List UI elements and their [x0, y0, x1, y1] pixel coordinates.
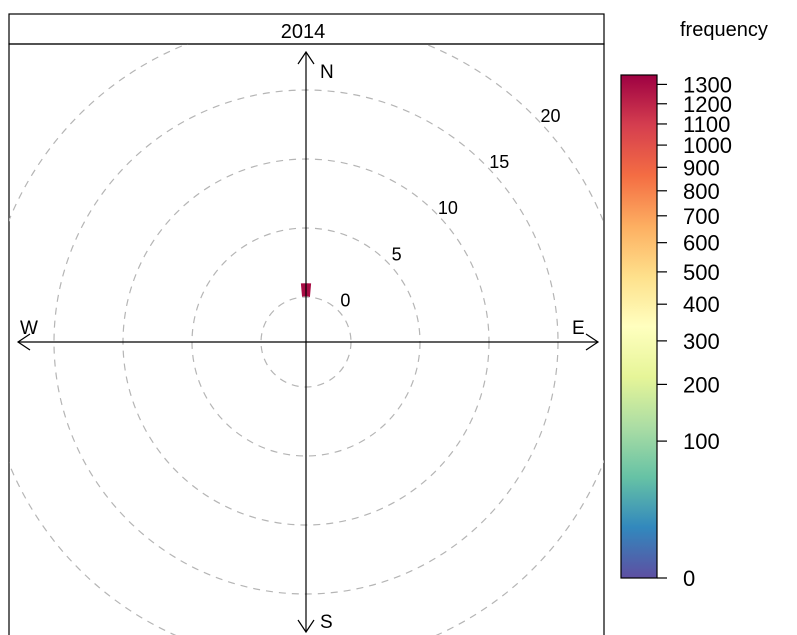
- west-arrow: [16, 333, 31, 351]
- colorbar-tick-label: 200: [683, 372, 720, 397]
- colorbar-tick-label: 400: [683, 292, 720, 317]
- radial-tick-label: 15: [489, 152, 509, 172]
- compass-label-north: N: [320, 62, 334, 83]
- radial-tick-label: 10: [438, 198, 458, 218]
- panel-frame: [8, 43, 605, 635]
- panel-title: 2014: [281, 21, 326, 43]
- radial-tick-label: 20: [540, 106, 560, 126]
- north-arrow: [297, 50, 315, 65]
- radial-grid-circle: [9, 44, 604, 635]
- radial-tick-label: 5: [392, 244, 402, 264]
- colorbar-tick-label: 500: [683, 260, 720, 285]
- colorbar-tick-label: 1300: [683, 72, 732, 97]
- colorbar-tick-label: 1100: [683, 112, 730, 137]
- panel-strip: [8, 13, 605, 45]
- east-arrow: [585, 333, 600, 351]
- compass-label-east: E: [572, 318, 585, 339]
- radial-tick-label: 0: [340, 291, 350, 311]
- south-arrow: [297, 619, 315, 634]
- colorbar-tick-label: 300: [683, 329, 720, 354]
- colorbar-tick-label: 800: [683, 179, 720, 204]
- compass-label-south: S: [320, 612, 333, 633]
- colorbar-tick-label: 600: [683, 231, 720, 256]
- colorbar-tick-label: 1200: [683, 92, 732, 117]
- colorbar-tick-label: 100: [683, 429, 720, 454]
- colorbar-tick-label: 1000: [683, 133, 732, 158]
- colorbar-tick-label: 700: [683, 204, 720, 229]
- colorbar-tick-label: 900: [683, 155, 720, 180]
- colorbar: [620, 74, 658, 579]
- radial-grid: [9, 44, 604, 635]
- compass-label-west: W: [20, 318, 38, 339]
- radial-tick-labels: 0 5 10 15 20: [340, 106, 560, 311]
- legend-title: frequency: [680, 19, 768, 41]
- colorbar-ticks: 0 100 200 300 400 500 600700800900100011001200…: [657, 72, 732, 591]
- colorbar-tick-label: 0: [683, 566, 695, 591]
- compass-axes: [16, 50, 600, 634]
